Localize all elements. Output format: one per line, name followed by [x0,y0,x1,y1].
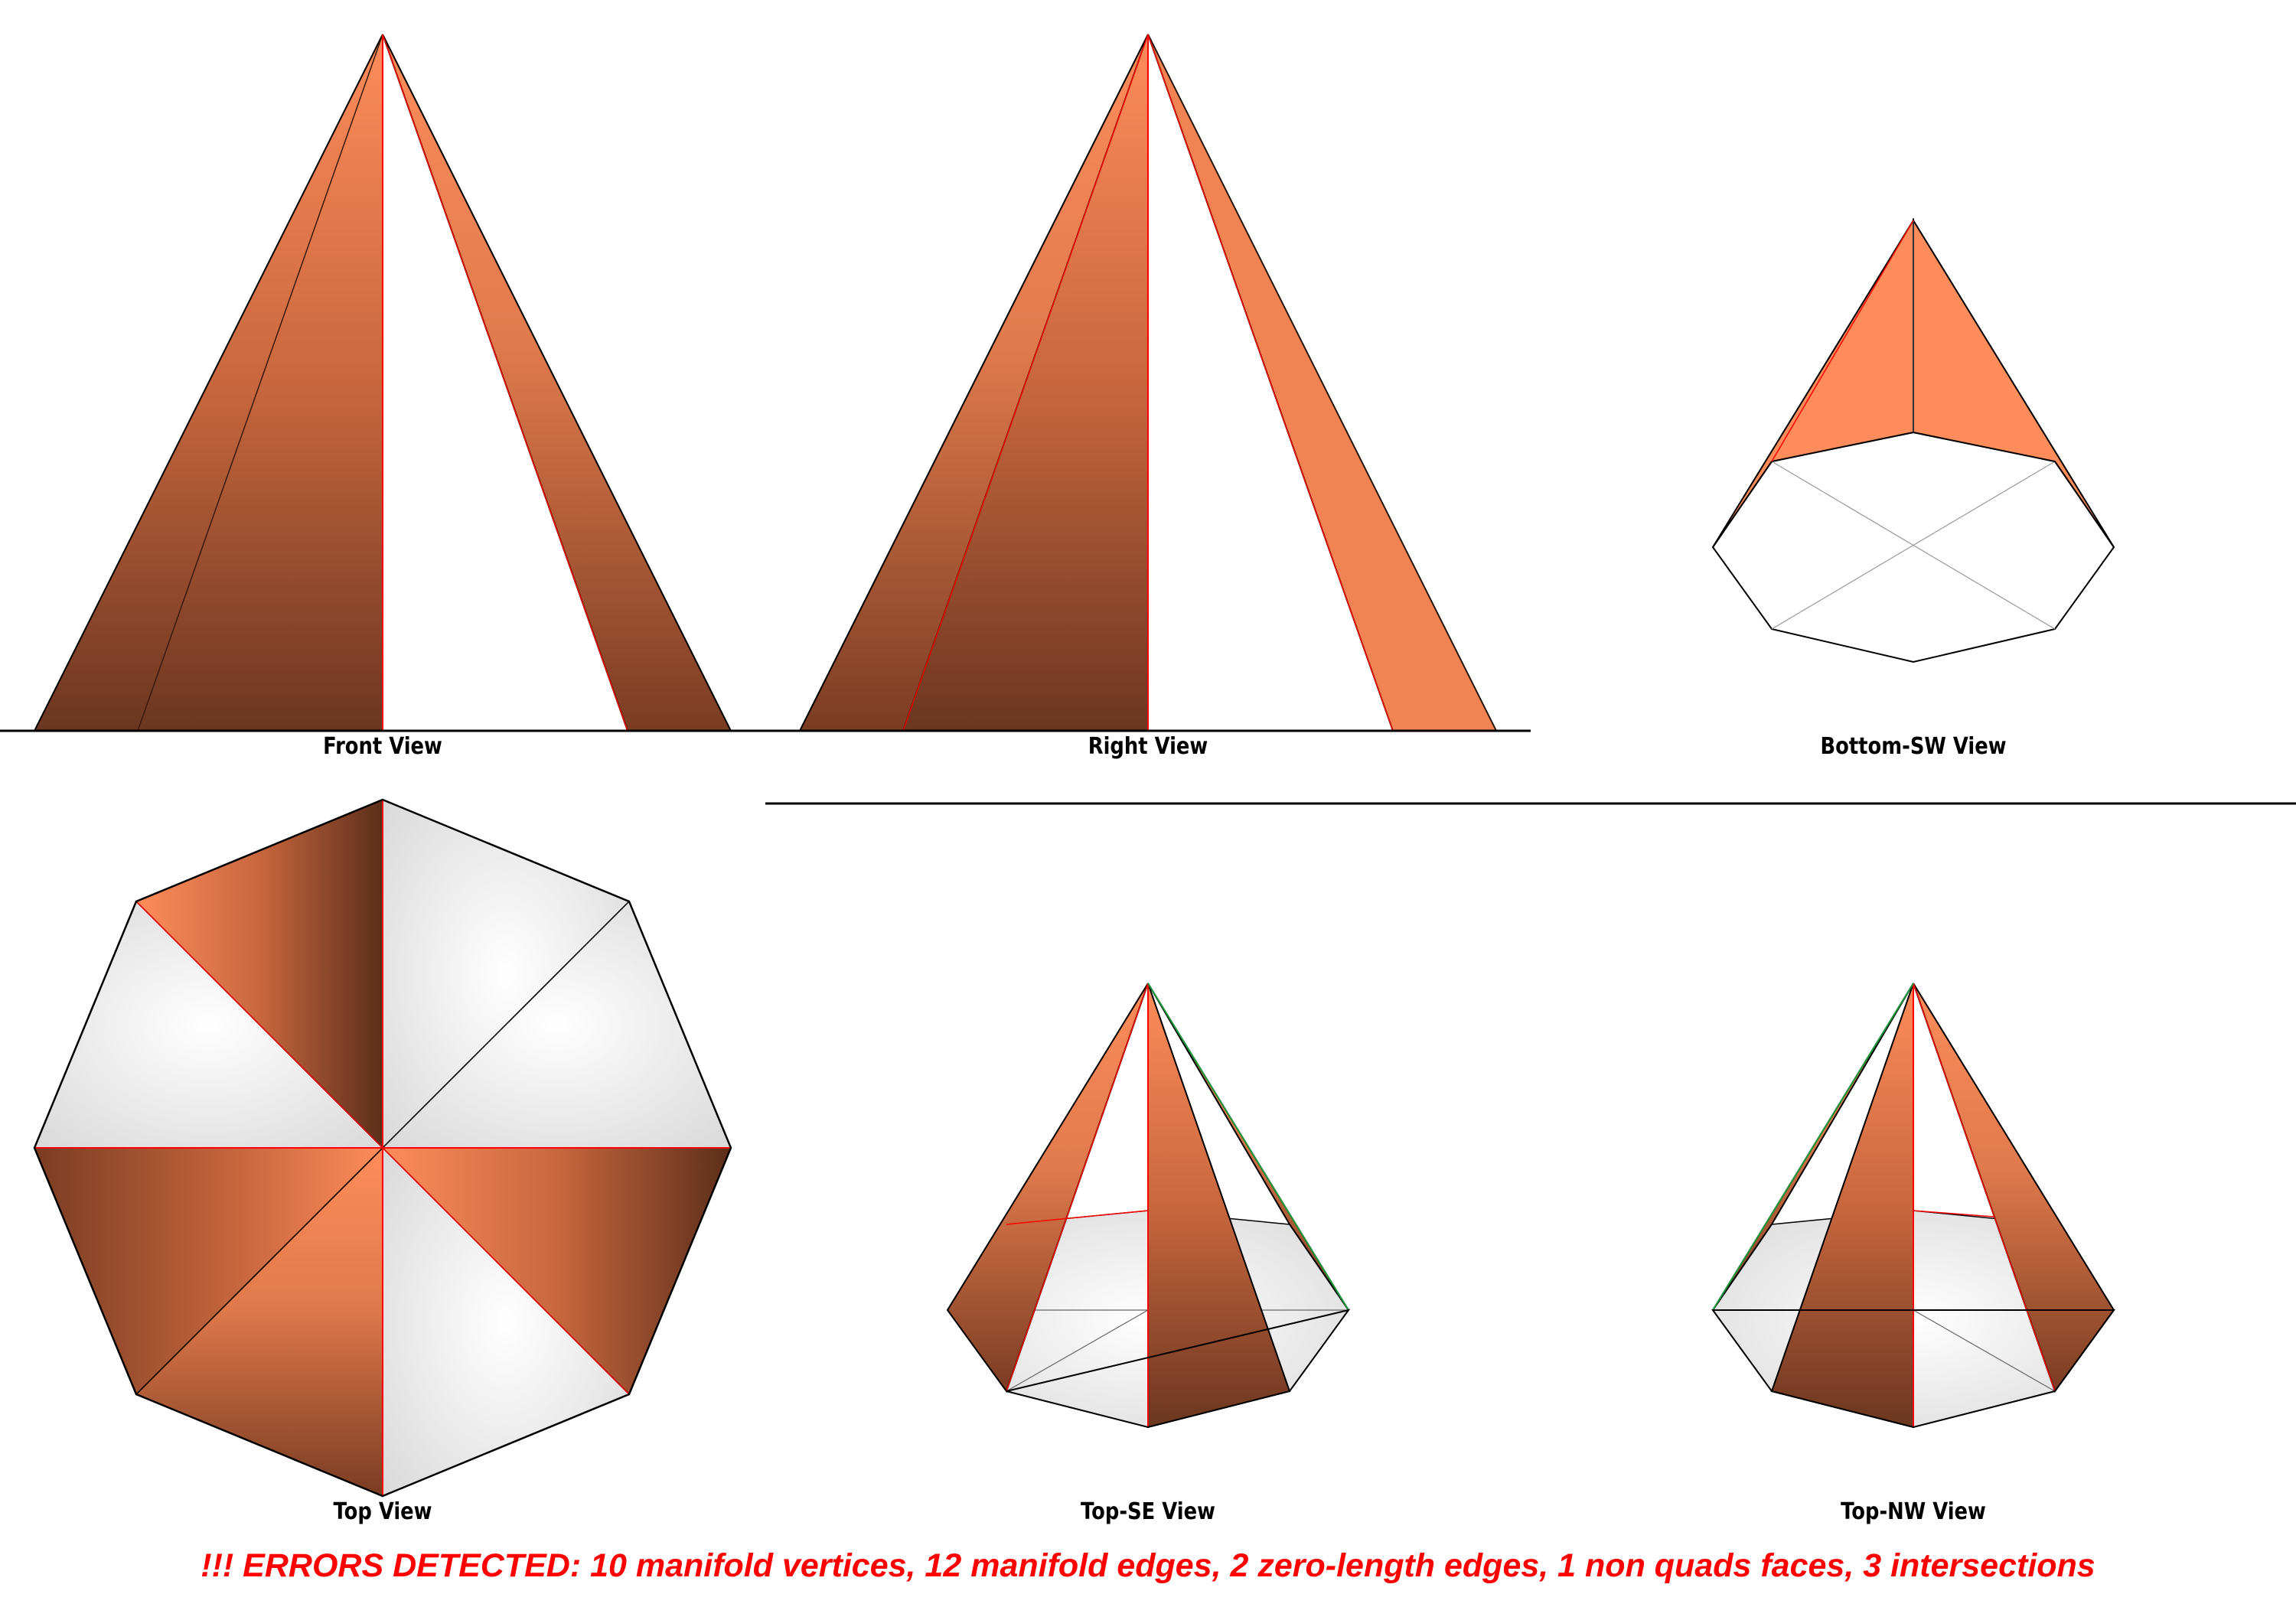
right-error-edge-2 [902,34,1149,732]
front-right-face [382,34,732,732]
front-left-face [33,34,383,732]
top-nw-view-label: Top-NW View [1841,1498,1986,1525]
top-nw-green-edge [1712,983,1914,1311]
right-view [765,34,1531,732]
bottom-sw-view [1711,217,2115,663]
top-se-green-edge [1147,983,1349,1311]
right-right-shade [1148,34,1496,731]
right-error-edge-3 [1147,34,1394,732]
front-error-edge-2 [382,34,628,732]
front-view-label: Front View [323,733,442,760]
top-nw-view [1711,983,2115,1429]
top-nw-error-edge [1913,1210,1994,1217]
front-inner-edge [137,34,383,732]
bottom-sw-diagonal [1771,461,2056,630]
top-se-error-edge [1006,983,1149,1392]
error-banner: !!! ERRORS DETECTED: 10 manifold vertice… [201,1547,2095,1584]
bottom-sw-base [1711,431,2115,663]
bottom-sw-view-label: Bottom-SW View [1820,733,2007,760]
top-se-view-label: Top-SE View [1081,1498,1215,1525]
top-se-inner-edge [1006,1309,1149,1392]
top-se-error-edge [1006,1210,1149,1225]
top-error-edge [135,901,383,1149]
top-nw-face [1770,983,1914,1429]
top-nw-outline [1711,1309,2115,1429]
top-se-view [946,983,1351,1429]
top-view [33,798,732,1498]
top-se-face [1147,983,1291,1429]
top-nw-error-edge [1913,983,2056,1392]
top-se-outline [1006,1309,1351,1429]
top-outline [33,798,732,1498]
top-nw-inner-edge [1913,1309,2056,1392]
right-view-label: Right View [1088,733,1208,760]
top-error-edge [382,1147,630,1395]
front-view [0,34,765,732]
top-view-label: Top View [333,1498,432,1525]
bottom-sw-error-edge [1771,220,1914,462]
